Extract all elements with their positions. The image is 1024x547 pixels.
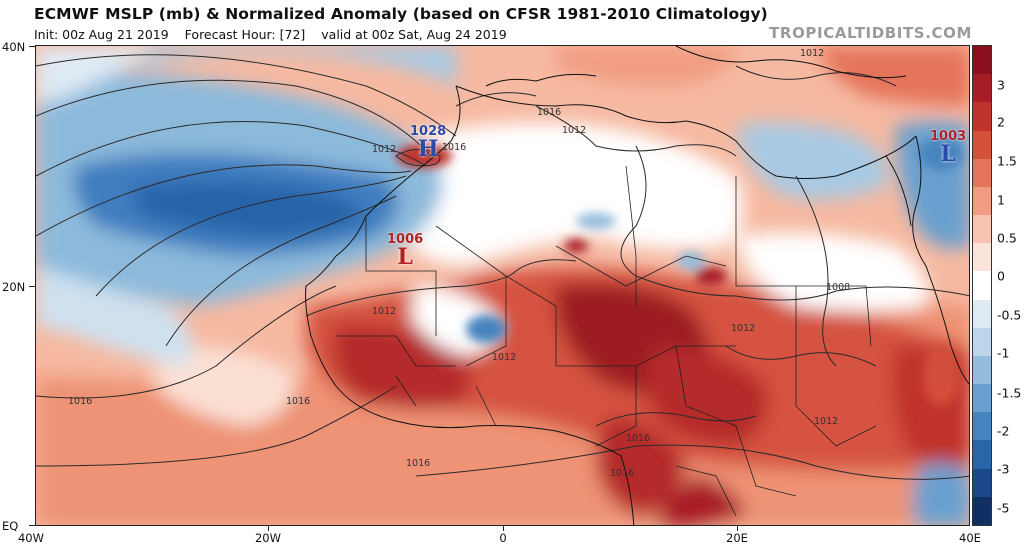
colorbar-segment [973, 102, 991, 131]
colorbar-segment [973, 186, 991, 216]
isobar-label: 1016 [442, 142, 467, 153]
colorbar-label: -2 [997, 423, 1010, 439]
map-canvas [36, 46, 969, 525]
isobar-lines [36, 54, 969, 480]
lat-label-20n: 20N [2, 280, 26, 294]
colorbar-label: 3 [997, 77, 1005, 93]
anomaly-colorbar [972, 45, 992, 526]
lat-label-40n: 40N [2, 40, 26, 54]
isobar-label: 1016 [406, 458, 431, 469]
isobar-label: 1012 [814, 416, 839, 427]
lat-tick [29, 525, 35, 526]
isobar-label: 1012 [562, 125, 587, 136]
isobar-label: 1016 [610, 468, 635, 479]
isobar-label: 1008 [826, 282, 851, 293]
coastlines [305, 46, 969, 525]
colorbar-segment [973, 74, 991, 103]
colorbar-segment [973, 158, 991, 187]
lon-label-40e: 40E [959, 531, 981, 545]
colorbar-segment [973, 46, 991, 75]
valid-time: valid at 00z Sat, Aug 24 2019 [321, 27, 507, 42]
low-pressure-symbol-west: L [397, 244, 413, 270]
colorbar-label: 1 [997, 192, 1005, 208]
lon-label-20e: 20E [726, 531, 748, 545]
lon-label-0: 0 [499, 531, 507, 545]
isobar-label: 1016 [68, 396, 93, 407]
site-watermark: TROPICALTIDBITS.COM [769, 24, 972, 42]
isobar-label: 1016 [286, 396, 311, 407]
forecast-hour: Forecast Hour: [72] [184, 27, 306, 42]
isobar-label: 1012 [372, 306, 397, 317]
low-pressure-value-west: 1006 [387, 232, 424, 247]
anomaly-map [35, 45, 970, 526]
map-title: ECMWF MSLP (mb) & Normalized Anomaly (ba… [34, 5, 768, 23]
high-pressure-center: 1028 H [410, 125, 446, 160]
colorbar-label: 1.5 [997, 153, 1017, 169]
colorbar-label: 0.5 [997, 230, 1017, 246]
colorbar-segment [973, 384, 991, 413]
colorbar-label: -0.5 [997, 307, 1022, 323]
lat-label-eq: EQ [2, 519, 19, 533]
isobar-label: 1016 [537, 107, 562, 118]
isobar-label: 1012 [492, 352, 517, 363]
colorbar-label: -5 [997, 500, 1010, 516]
map-subtitle: Init: 00z Aug 21 2019 Forecast Hour: [72… [34, 27, 519, 42]
low-pressure-symbol-east: L [940, 141, 956, 167]
low-pressure-center-west: 1006 L [387, 233, 423, 268]
colorbar-segment [973, 440, 991, 469]
colorbar-label: 2 [997, 114, 1005, 130]
isobar-label: 1012 [731, 323, 756, 334]
init-time: Init: 00z Aug 21 2019 [34, 27, 169, 42]
lat-tick [29, 286, 35, 287]
lon-tick [737, 526, 738, 531]
colorbar-segment [973, 496, 991, 525]
colorbar-segment [973, 130, 991, 159]
colorbar-segment [973, 243, 991, 272]
colorbar-label: -1.5 [997, 385, 1022, 401]
lat-tick [29, 46, 35, 47]
lon-tick [503, 526, 504, 531]
high-pressure-symbol: H [417, 136, 439, 162]
colorbar-label: -1 [997, 345, 1010, 361]
colorbar-label: -3 [997, 461, 1010, 477]
low-pressure-center-east: 1003 L [930, 130, 966, 165]
colorbar-segment [973, 468, 991, 497]
colorbar-segment [973, 299, 991, 328]
lon-label-20w: 20W [254, 531, 282, 545]
low-pressure-value-east: 1003 [930, 129, 967, 144]
colorbar-segment [973, 355, 991, 385]
colorbar-segment [973, 215, 991, 244]
lon-label-40w: 40W [17, 531, 45, 545]
lon-tick [268, 526, 269, 531]
country-borders [336, 165, 877, 517]
colorbar-label: 0 [997, 268, 1005, 284]
colorbar-segment [973, 271, 991, 300]
colorbar-segment [973, 327, 991, 356]
isobar-label: 1012 [372, 144, 397, 155]
high-pressure-value: 1028 [410, 124, 447, 139]
isobar-label: 1012 [800, 48, 825, 59]
colorbar-segment [973, 412, 991, 441]
isobar-label: 1016 [626, 433, 651, 444]
